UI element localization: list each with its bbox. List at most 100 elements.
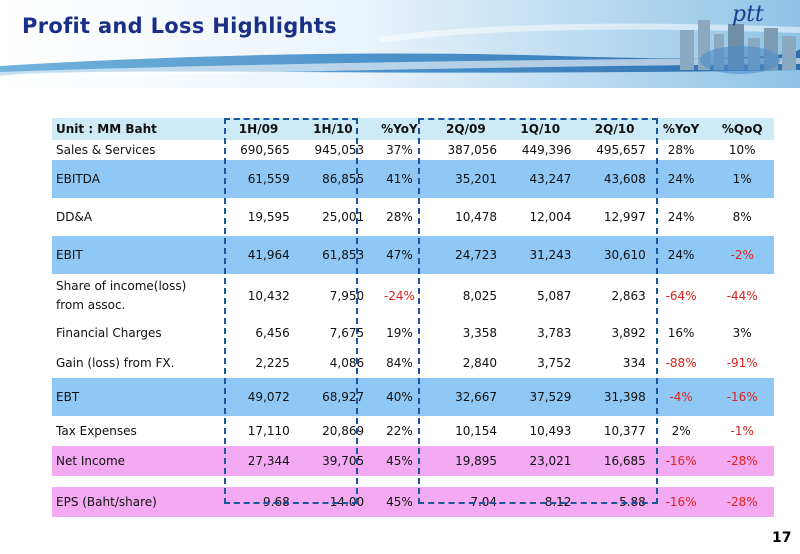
cell-value: 32,667 (428, 378, 504, 416)
cell-value: 3% (732, 326, 752, 340)
cell-value: -16% (651, 487, 711, 517)
cell-value: 8.12 (503, 487, 578, 517)
cell-value: -44% (726, 288, 758, 303)
cell-value: -28% (710, 446, 774, 476)
cell-value: 49,072 (221, 378, 296, 416)
row-label: Financial Charges (56, 326, 162, 340)
header-unit: Unit : MM Baht (52, 118, 222, 140)
header-yoy-quarter: %YoY (651, 118, 711, 140)
row-label: Gain (loss) from FX. (56, 356, 175, 370)
cell-value: 495,657 (596, 143, 646, 157)
cell-value: 1% (710, 160, 774, 198)
cell-value: 30,610 (577, 236, 652, 274)
table-row: EPS (Baht/share) 9.68 14.00 45% 7.04 8.1… (52, 487, 774, 517)
header-2q09: 2Q/09 (428, 118, 504, 140)
slide-header: Profit and Loss Highlights ptt (0, 0, 800, 88)
cell-value: -88% (665, 356, 697, 370)
cell-value: 3,358 (462, 326, 498, 340)
page-number: 17 (772, 530, 792, 546)
cell-value: 16% (667, 326, 695, 340)
page-title: Profit and Loss Highlights (22, 14, 337, 38)
cell-value: -28% (710, 487, 774, 517)
cell-value: 9.68 (221, 487, 296, 517)
header-qoq: %QoQ (710, 118, 774, 140)
cell-value: 19,895 (428, 446, 504, 476)
cell-value: 19,595 (247, 210, 290, 224)
cell-value: 945,053 (314, 143, 365, 157)
cell-value: 25,001 (322, 210, 365, 224)
cell-value: 3,752 (537, 356, 572, 370)
cell-value: 68,927 (295, 378, 371, 416)
cell-value: 449,396 (521, 143, 572, 157)
cell-value: 61,559 (221, 160, 296, 198)
cell-value: 27,344 (221, 446, 296, 476)
cell-value: 2,840 (462, 356, 498, 370)
cell-value: -91% (726, 356, 758, 370)
cell-value: 37,529 (503, 378, 578, 416)
header-1h09: 1H/09 (221, 118, 296, 140)
cell-value: 690,565 (240, 143, 290, 157)
cell-value: 40% (370, 378, 429, 416)
table-row: EBIT 41,964 61,853 47% 24,723 31,243 30,… (52, 236, 774, 274)
cell-value: 12,004 (529, 210, 572, 224)
cell-value: 7.04 (428, 487, 504, 517)
cell-value: 45% (370, 446, 429, 476)
cell-value: 22% (386, 424, 413, 438)
table-row: Sales & Services 690,565 945,053 37% 387… (52, 140, 774, 160)
cell-value: 8,025 (462, 288, 498, 303)
table-row: Financial Charges 6,456 7,675 19% 3,358 … (52, 318, 774, 348)
cell-value: 28% (667, 143, 695, 157)
row-label: DD&A (56, 210, 93, 224)
cell-value: 39,705 (295, 446, 371, 476)
cell-value: 10,154 (455, 424, 498, 438)
cell-value: 2,225 (255, 356, 290, 370)
cell-value: 20,869 (322, 424, 365, 438)
header-1h10: 1H/10 (295, 118, 371, 140)
spacer-cell (52, 476, 774, 487)
cell-value: 17,110 (247, 424, 290, 438)
cell-value: 5,087 (537, 288, 572, 303)
cell-value: 37% (386, 143, 413, 157)
cell-value: 3,892 (611, 326, 646, 340)
table-row: DD&A 19,595 25,001 28% 10,478 12,004 12,… (52, 198, 774, 236)
cell-value: 24,723 (428, 236, 504, 274)
cell-value: 19% (386, 326, 413, 340)
cell-value: 28% (386, 210, 413, 224)
cell-value: 10,432 (247, 288, 290, 303)
profit-loss-table: Unit : MM Baht 1H/09 1H/10 %YoY 2Q/09 1Q… (52, 118, 774, 517)
cell-value: 24% (651, 236, 711, 274)
cell-value: -24% (383, 288, 415, 303)
table-row: Share of income(loss) from assoc. 10,432 … (52, 274, 774, 318)
header-2q10: 2Q/10 (577, 118, 652, 140)
row-label: Share of income(loss) from assoc. (52, 274, 221, 318)
cell-value: 41,964 (221, 236, 296, 274)
cell-value: 14.00 (295, 487, 371, 517)
cell-value: 4,086 (329, 356, 365, 370)
row-label: Sales & Services (56, 143, 156, 157)
cell-value: -1% (730, 424, 754, 438)
cell-value: 7,675 (329, 326, 365, 340)
cell-value: 84% (386, 356, 413, 370)
cell-value: 24% (667, 210, 695, 224)
header-yoy-half: %YoY (370, 118, 429, 140)
row-label: Net Income (52, 446, 222, 476)
header-1q10: 1Q/10 (503, 118, 578, 140)
cell-value: 35,201 (428, 160, 504, 198)
row-label: EBT (52, 378, 222, 416)
header-banner (0, 0, 800, 88)
row-label-line1: Share of income(loss) (56, 279, 187, 293)
cell-value: -16% (651, 446, 711, 476)
cell-value: 12,997 (603, 210, 646, 224)
cell-value: -2% (710, 236, 774, 274)
cell-value: 10,493 (529, 424, 572, 438)
cell-value: 45% (370, 487, 429, 517)
cell-value: -64% (665, 288, 697, 303)
table-row: Gain (loss) from FX. 2,225 4,086 84% 2,8… (52, 348, 774, 378)
cell-value: 61,853 (295, 236, 371, 274)
cell-value: 8% (732, 210, 752, 224)
row-label: Tax Expenses (56, 424, 137, 438)
cell-value: 43,247 (503, 160, 578, 198)
table-row: Tax Expenses 17,110 20,869 22% 10,154 10… (52, 416, 774, 446)
cell-value: 7,950 (329, 288, 365, 303)
cell-value: 86,855 (295, 160, 371, 198)
